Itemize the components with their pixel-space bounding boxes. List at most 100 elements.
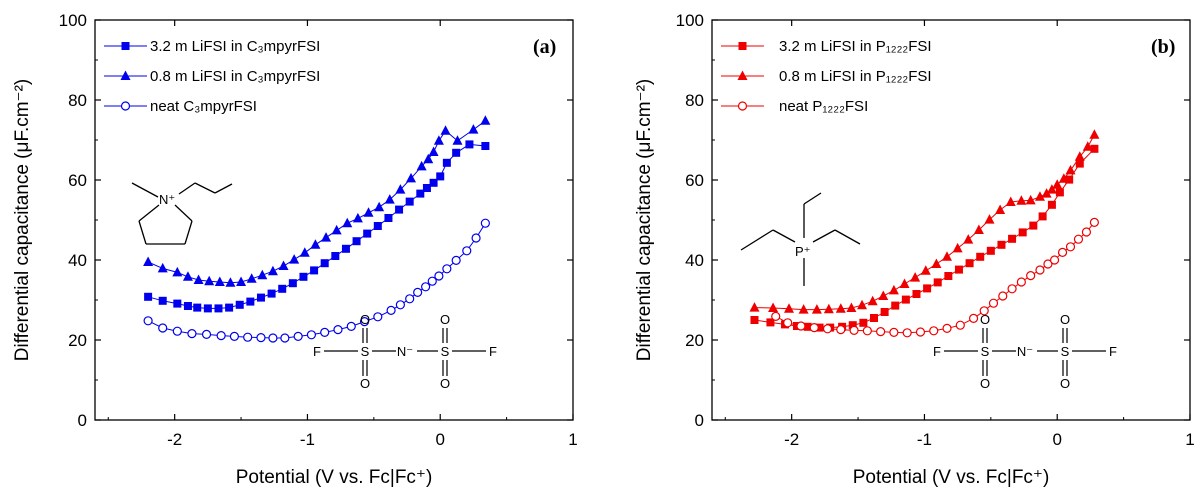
y-tick-label: 20 <box>685 331 704 350</box>
x-tick-label: -1 <box>300 430 315 449</box>
data-point <box>201 329 212 339</box>
legend-label: neat C₃mpyrFSI <box>150 98 257 115</box>
data-point <box>214 276 225 286</box>
data-point <box>1057 247 1068 257</box>
data-point <box>796 321 806 331</box>
x-ticks: -2 -1 0 1 <box>724 20 1195 449</box>
data-point <box>395 205 404 214</box>
y-tick-label: 0 <box>78 411 87 430</box>
oxygen-label: O <box>1060 376 1070 391</box>
series <box>750 144 1099 332</box>
data-point <box>923 284 932 293</box>
phosphorus-label: P⁺ <box>795 244 811 259</box>
series <box>143 115 491 287</box>
data-point <box>256 333 266 343</box>
data-point <box>988 298 999 308</box>
oxygen-label: O <box>980 312 990 327</box>
legend-label: 0.8 m LiFSI in P₁₂₂₂FSI <box>779 68 932 85</box>
data-point <box>954 265 963 274</box>
data-point <box>997 240 1006 249</box>
data-point <box>172 266 183 277</box>
y-ticks: 0 20 40 60 80 100 <box>59 11 573 430</box>
x-tick-label: -2 <box>784 430 799 449</box>
legend-swatch <box>721 42 764 50</box>
data-point <box>158 323 168 333</box>
data-point <box>359 317 370 327</box>
data-point <box>246 273 257 283</box>
data-point <box>968 313 979 323</box>
data-point <box>320 327 330 337</box>
data-point <box>442 264 452 274</box>
data-point <box>1074 151 1085 161</box>
data-point <box>1065 164 1076 175</box>
data-point <box>1007 284 1017 294</box>
data-point <box>451 255 461 265</box>
data-point <box>289 254 300 264</box>
legend-entry: 3.2 m LiFSI in C₃mpyrFSI <box>104 38 320 55</box>
data-point <box>811 304 822 314</box>
data-point <box>912 290 921 298</box>
data-point <box>331 252 340 260</box>
y-tick-label: 60 <box>68 171 87 190</box>
data-point <box>976 252 985 261</box>
data-point <box>942 323 952 333</box>
legend-swatch <box>104 42 147 50</box>
series <box>144 140 490 313</box>
data-point <box>436 172 445 181</box>
data-point <box>998 291 1008 301</box>
data-point <box>386 305 396 315</box>
data-point <box>278 284 287 293</box>
data-point <box>480 218 490 228</box>
data-point <box>481 142 490 150</box>
data-point <box>471 233 481 243</box>
data-point <box>310 266 319 275</box>
fluorine-label: F <box>313 344 321 359</box>
data-point <box>1041 188 1052 198</box>
data-point <box>465 140 474 149</box>
data-point <box>172 326 182 336</box>
legend-swatch <box>721 101 764 111</box>
oxygen-label: O <box>360 376 370 391</box>
data-point <box>784 303 795 313</box>
data-point <box>869 314 878 322</box>
y-tick-label: 60 <box>685 171 704 190</box>
legend-label: 3.2 m LiFSI in C₃mpyrFSI <box>150 38 320 55</box>
data-point <box>749 302 760 312</box>
x-tick-label: 0 <box>435 430 444 449</box>
data-point <box>1026 271 1036 281</box>
data-point <box>363 207 374 217</box>
x-axis-label: Potential (V vs. Fc|Fc⁺) <box>236 467 433 488</box>
legend-entry: neat C₃mpyrFSI <box>104 98 257 115</box>
series-line <box>754 148 1095 329</box>
y-tick-label: 100 <box>59 11 87 30</box>
y-axis-label: Differential capacitance (μF.cm⁻²) <box>12 79 33 362</box>
legend: 3.2 m LiFSI in C₃mpyrFSI 0.8 m LiFSI in … <box>104 38 320 115</box>
series <box>143 218 490 343</box>
legend-label: 0.8 m LiFSI in C₃mpyrFSI <box>150 68 320 85</box>
data-point <box>915 327 926 337</box>
data-point <box>395 184 406 194</box>
x-axis-label: Potential (V vs. Fc|Fc⁺) <box>853 467 1050 488</box>
x-tick-label: 1 <box>1185 430 1194 449</box>
data-point <box>929 326 939 336</box>
data-point <box>766 318 775 327</box>
y-axis-label: Differential capacitance (μF.cm⁻²) <box>634 79 655 362</box>
fsi-anion-structure: F S N⁻ S F O O O O <box>313 312 497 391</box>
data-point <box>1065 242 1076 252</box>
data-point <box>1081 227 1092 237</box>
sulfur-label: S <box>1061 344 1070 359</box>
data-point <box>1047 200 1056 209</box>
data-point <box>306 330 317 340</box>
data-point <box>849 325 859 335</box>
nitrogen-label: N⁻ <box>1017 344 1033 359</box>
data-point <box>1073 234 1084 244</box>
y-tick-label: 80 <box>685 91 704 110</box>
legend-swatch <box>104 70 147 80</box>
data-point <box>995 204 1006 214</box>
legend-marker <box>121 42 130 50</box>
data-point <box>768 302 779 312</box>
x-tick-label: -2 <box>167 430 182 449</box>
data-point <box>225 303 234 312</box>
data-point <box>144 292 153 301</box>
legend-marker <box>120 101 131 111</box>
